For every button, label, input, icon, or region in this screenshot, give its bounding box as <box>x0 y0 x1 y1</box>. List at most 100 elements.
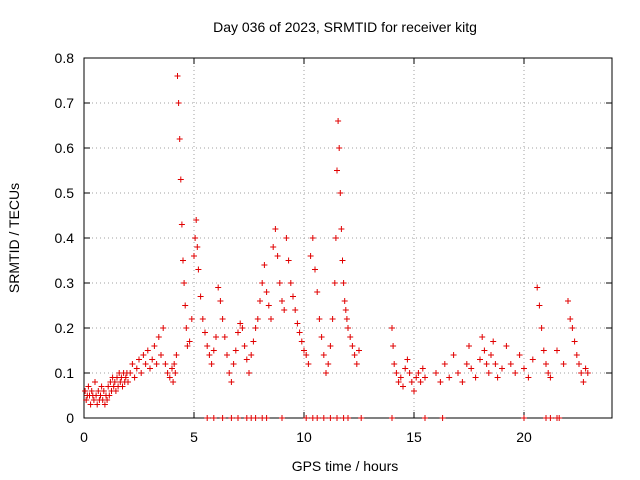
data-point <box>335 118 342 124</box>
data-point <box>158 352 164 358</box>
data-point <box>307 253 314 259</box>
data-point <box>338 226 345 232</box>
data-point <box>547 415 554 421</box>
data-point <box>228 415 235 421</box>
data-point <box>303 415 310 421</box>
data-point <box>193 217 200 223</box>
data-point <box>303 352 310 358</box>
data-point <box>351 352 358 358</box>
data-point <box>204 415 211 421</box>
data-point <box>178 221 185 228</box>
data-point <box>283 235 290 241</box>
data-point <box>521 415 527 421</box>
data-point <box>175 100 182 106</box>
data-point <box>584 370 591 376</box>
data-point <box>390 343 397 349</box>
data-point <box>241 343 248 349</box>
data-point <box>155 334 162 340</box>
grid-lines <box>84 58 612 418</box>
data-point <box>119 383 126 390</box>
data-point <box>353 361 360 367</box>
data-point <box>122 374 129 381</box>
data-point <box>408 379 415 385</box>
data-point <box>468 365 475 372</box>
data-point <box>305 361 312 367</box>
y-tick-label: 0.2 <box>55 320 75 336</box>
data-point <box>265 302 272 309</box>
data-point <box>279 298 285 304</box>
data-point <box>441 361 448 367</box>
x-tick-label: 10 <box>296 429 312 445</box>
data-point <box>181 280 188 286</box>
y-tick-label: 0.5 <box>55 185 75 201</box>
data-point <box>287 280 294 286</box>
data-point <box>312 266 318 273</box>
data-point <box>112 388 119 394</box>
data-point <box>536 302 543 309</box>
data-point <box>263 415 270 421</box>
data-point <box>184 343 191 349</box>
data-point <box>270 244 277 250</box>
data-point <box>298 338 305 345</box>
data-point <box>389 325 395 331</box>
data-point <box>131 374 138 381</box>
data-point <box>239 325 246 331</box>
data-point <box>400 383 406 390</box>
data-point <box>290 293 296 300</box>
data-point <box>494 374 501 381</box>
x-tick-label: 15 <box>406 429 422 445</box>
data-point <box>349 343 356 349</box>
data-point <box>320 352 327 358</box>
data-point <box>580 379 587 385</box>
data-point <box>82 388 89 394</box>
data-point <box>151 343 158 349</box>
data-point <box>250 338 257 345</box>
data-point <box>459 379 466 385</box>
data-point <box>147 365 153 372</box>
data-point <box>309 235 316 241</box>
axis-ticks: 0 0.1 0.2 0.3 0.4 0.5 0.6 0.7 0.8 0 5 10 15 20 <box>55 50 612 445</box>
data-point <box>94 401 101 408</box>
data-point <box>173 352 180 358</box>
data-point <box>257 298 263 304</box>
data-point <box>422 415 428 421</box>
data-point <box>127 370 134 376</box>
data-point <box>85 383 92 390</box>
data-point <box>199 316 206 322</box>
data-point <box>292 307 299 313</box>
data-point <box>316 316 323 322</box>
data-point <box>172 370 179 376</box>
y-tick-label: 0.7 <box>55 95 75 111</box>
data-point <box>219 415 226 421</box>
data-point <box>228 379 235 385</box>
data-point <box>481 347 488 354</box>
data-point <box>582 365 589 372</box>
data-point <box>569 325 576 331</box>
data-point <box>88 388 95 394</box>
data-point <box>538 325 545 331</box>
data-point <box>174 73 181 79</box>
data-point <box>540 347 547 354</box>
data-point <box>210 347 217 354</box>
data-point <box>521 365 527 372</box>
data-point <box>164 370 171 376</box>
data-point <box>301 347 307 354</box>
data-point <box>261 262 268 268</box>
chart-title: Day 036 of 2023, SRMTID for receiver kit… <box>213 19 477 35</box>
data-point <box>202 329 208 336</box>
data-point <box>479 334 486 340</box>
data-point <box>248 352 255 358</box>
data-point <box>411 388 417 394</box>
data-point <box>545 370 552 376</box>
data-point <box>413 374 420 381</box>
data-point <box>393 370 400 376</box>
data-point <box>268 316 274 322</box>
data-point <box>389 415 395 421</box>
data-point <box>573 352 580 358</box>
y-tick-label: 0.1 <box>55 365 75 381</box>
data-point <box>567 316 574 322</box>
data-point <box>252 325 259 331</box>
data-point <box>560 361 567 367</box>
data-point <box>463 361 470 367</box>
x-tick-label: 0 <box>80 429 88 445</box>
